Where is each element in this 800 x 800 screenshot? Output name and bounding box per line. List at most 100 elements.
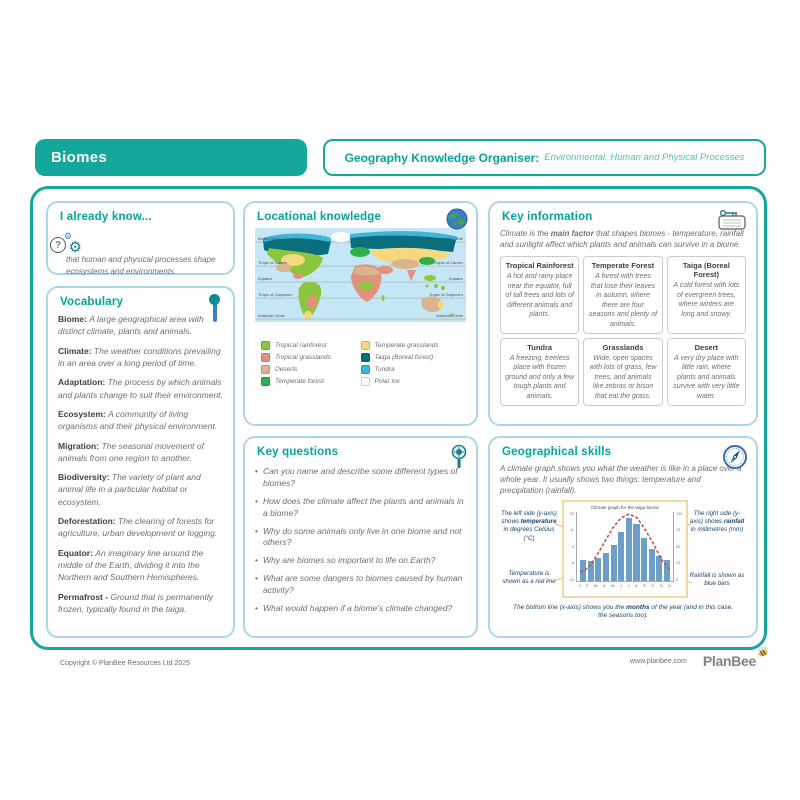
compass-icon <box>722 444 748 475</box>
biome-cell: Temperate Forest A forest with trees that… <box>583 256 663 334</box>
key-questions-card: Key questions • Can you name and describe… <box>243 436 478 638</box>
legend-swatch <box>360 352 370 362</box>
month-label: O <box>651 582 655 588</box>
key-questions-title: Key questions <box>257 446 339 458</box>
vocabulary-title: Vocabulary <box>60 296 124 308</box>
latitude-label: Arctic Circle <box>258 236 280 241</box>
website-url: www.planbee.com <box>630 657 687 665</box>
map-legend: Tropical rainforest Tropical grasslands … <box>255 339 466 387</box>
month-label: J <box>578 582 581 588</box>
legend-swatch <box>261 340 270 350</box>
planbee-logo: PlanBee <box>703 646 768 669</box>
latitude-label: Antarctic Circle <box>436 313 464 318</box>
copyright-text: Copyright © PlanBee Resources Ltd 2025 <box>60 660 191 667</box>
key-information-intro: Climate is the main factor that shapes b… <box>500 229 744 250</box>
vocab-entry: Migration: The seasonal movement of anim… <box>58 440 204 463</box>
latitude-label: Tropic of Capricorn <box>258 292 292 297</box>
biome-grid: Tropical Rainforest A hot and rainy place… <box>500 256 746 407</box>
question-item: • How does the climate affect the plants … <box>255 495 464 518</box>
page-title-badge: Biomes <box>35 139 307 176</box>
header-title: Geography Knowledge Organiser: <box>344 150 540 165</box>
legend-swatch <box>261 376 270 386</box>
biome-cell: Grasslands Wide, open spaces with lots of… <box>583 338 663 407</box>
world-biomes-map: Arctic Circle Tropic of Cancer Equator T… <box>255 228 466 333</box>
rainfall-bar <box>648 548 655 581</box>
month-label: J <box>627 582 630 588</box>
temperature-line <box>580 514 670 572</box>
legend-swatch <box>261 352 270 362</box>
latitude-label: Tropic of Cancer <box>258 260 288 265</box>
legend-item: Temperate grasslands <box>360 339 461 351</box>
locational-knowledge-card: Locational knowledge <box>243 201 478 426</box>
latitude-label: Antarctic Circle <box>258 313 286 318</box>
rainfall-bar <box>602 552 609 581</box>
key-information-card: Key information Climate is the main fact… <box>488 201 758 426</box>
temperature-line-note: Temperature is shown as a red line <box>502 569 556 585</box>
vocab-entry: Adaptation: The process by which animals… <box>58 377 223 400</box>
footer-right: www.planbee.com PlanBee <box>630 646 768 669</box>
temperature-line-layer <box>576 512 674 582</box>
legend-swatch <box>360 340 370 350</box>
geographical-skills-card: Geographical skills A climate graph show… <box>488 436 758 638</box>
biome-cell: Desert A very dry place with little rain,… <box>666 338 746 407</box>
header-subtitle: Environmental, Human and Physical Proces… <box>544 152 745 163</box>
latitude-label: Equator <box>258 276 273 281</box>
month-label: M <box>594 582 598 588</box>
latitude-label: Equator <box>449 276 464 281</box>
month-label: A <box>634 582 638 588</box>
vocab-entry: Biome: A large geographical area with di… <box>58 314 204 337</box>
vocab-entry: Deforestation: The clearing of forests f… <box>58 516 218 539</box>
geographical-skills-intro: A climate graph shows you what the weath… <box>500 464 742 496</box>
legend-item: Deserts <box>261 363 361 375</box>
legend-item: Tropical grasslands <box>261 351 361 363</box>
geographical-skills-title: Geographical skills <box>502 446 612 458</box>
question-item: • Why do some animals only live in one bi… <box>255 525 462 548</box>
rainfall-bar <box>625 518 632 581</box>
legend-swatch <box>261 364 270 374</box>
legend-item: Temperate forest <box>261 375 361 387</box>
map-pin-icon <box>209 294 221 324</box>
climate-graph-area: The left side (y-axis) shows temperature… <box>500 499 746 640</box>
questions-list: • Can you name and describe some differen… <box>255 466 466 615</box>
question-gear-icon: ⚙ ⚙ ? <box>50 231 82 260</box>
vocab-entry: Climate: The weather conditions prevaili… <box>58 345 221 368</box>
rainfall-bar <box>633 523 640 581</box>
right-axis-ticks: 100 75 50 25 0 <box>676 511 683 582</box>
key-note-icon <box>716 209 748 236</box>
page-title: Biomes <box>51 149 107 166</box>
rainfall-bars-note: Rainfall is shown as blue bars <box>689 571 745 587</box>
climate-graph-bars <box>576 511 674 582</box>
legend-swatch <box>360 376 370 386</box>
rainfall-bar <box>663 559 670 581</box>
locational-title: Locational knowledge <box>257 211 382 223</box>
latitude-label: Arctic Circle <box>442 236 464 241</box>
climate-graph: Climate graph for the taiga biome 20 11 3-… <box>562 499 688 598</box>
month-label: N <box>659 582 663 588</box>
month-label: D <box>668 582 672 588</box>
left-axis-ticks: 20 11 3 -6 -15 <box>568 511 575 582</box>
right-axis-note: The right side (y-axis) shows rainfall i… <box>689 509 745 534</box>
month-label: S <box>643 582 646 588</box>
already-know-card: I already know... ⚙ ⚙ ? that human and p… <box>46 201 235 276</box>
month-label: F <box>586 582 589 588</box>
rainfall-bar <box>610 544 617 581</box>
vocab-entry: Equator: An imaginary line around the mi… <box>58 547 204 583</box>
question-item: • What are some dangers to biomes caused … <box>255 573 463 596</box>
bee-icon <box>757 646 768 657</box>
legend-swatch <box>360 364 370 374</box>
legend-item: Tropical rainforest <box>261 339 361 351</box>
rainfall-bar <box>656 556 663 581</box>
biome-cell: Tropical Rainforest A hot and rainy place… <box>500 256 580 334</box>
legend-item: Taiga (Boreal forest) <box>360 351 461 363</box>
rainfall-bar <box>641 537 648 581</box>
vocab-entry: Biodiversity: The variety of plant and a… <box>58 472 201 507</box>
latitude-label: Tropic of Capricorn <box>429 292 463 297</box>
already-know-title: I already know... <box>60 211 152 223</box>
question-item: • What would happen if a biome's climate … <box>255 603 453 614</box>
month-label: M <box>611 582 615 588</box>
globe-icon <box>446 208 468 235</box>
vocabulary-list: Biome: A large geographical area with di… <box>58 313 223 615</box>
rainfall-bar <box>618 532 625 581</box>
month-label: A <box>602 582 606 588</box>
